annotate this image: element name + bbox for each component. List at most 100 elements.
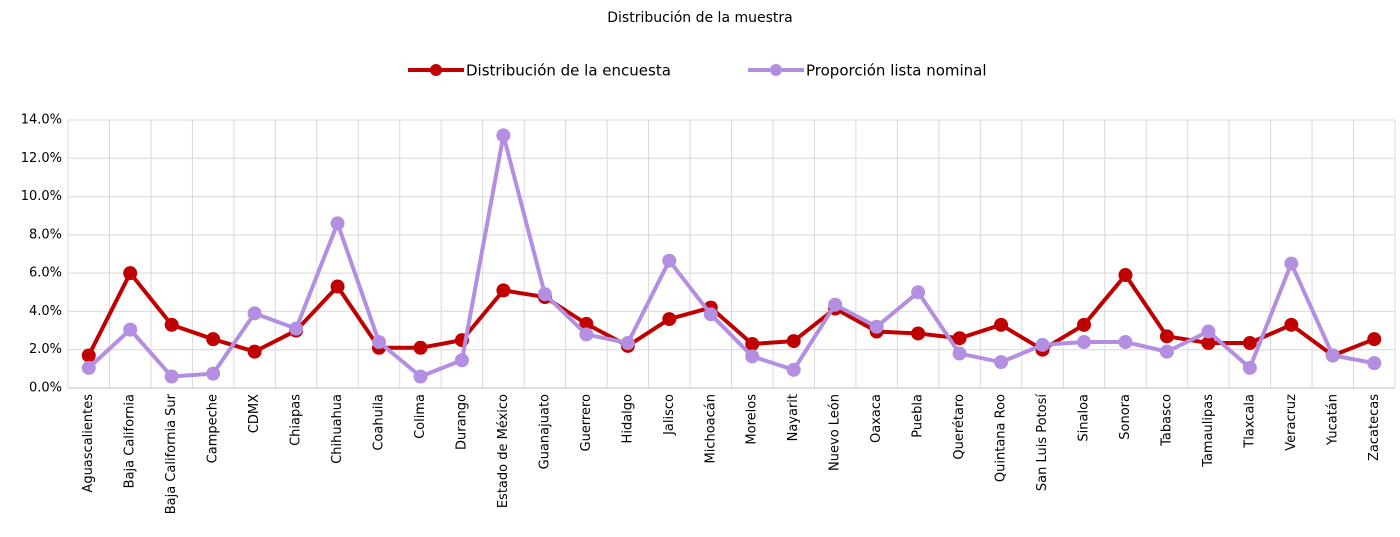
x-tick-label: Chiapas [289, 394, 304, 446]
x-tick-label: Yucatán [1325, 394, 1340, 446]
x-tick-label: Guanajuato [537, 394, 552, 469]
point [454, 353, 469, 368]
x-tick-label: Baja California Sur [164, 393, 179, 514]
series-line [86, 271, 1376, 358]
x-tick-label: Veracruz [1284, 394, 1299, 451]
legend-text: Proporción lista nominal [806, 62, 987, 80]
point [1159, 329, 1174, 344]
point [911, 285, 926, 300]
point [81, 348, 96, 363]
point [1035, 337, 1050, 352]
x-tick-label: Puebla [911, 394, 926, 438]
point [911, 326, 926, 341]
point [330, 216, 345, 231]
point [620, 336, 635, 351]
point [786, 334, 801, 349]
x-tick-label: Coahuila [372, 394, 387, 451]
x-tick-label: San Luis Potosí [1035, 394, 1050, 492]
point [330, 279, 345, 294]
y-tick-label: 6.0% [29, 266, 62, 281]
x-tick-label: CDMX [247, 394, 262, 433]
x-tick-label: Tabasco [1159, 394, 1174, 447]
point [1201, 336, 1216, 351]
x-tick-label: Nuevo León [828, 394, 843, 471]
point [745, 349, 760, 364]
series-line [87, 133, 1375, 379]
x-tick-label: Michoacán [703, 394, 718, 464]
point [247, 306, 262, 321]
x-tick-label: Chihuahua [330, 394, 345, 464]
y-tick-label: 14.0% [21, 113, 62, 128]
legend-text: Distribución de la encuesta [466, 62, 671, 80]
y-tick-label: 0.0% [29, 381, 62, 396]
x-tick-label: Zacatecas [1367, 394, 1382, 461]
point [1118, 268, 1133, 283]
point [1076, 335, 1091, 350]
x-tick-label: Estado de México [496, 394, 511, 508]
point [952, 331, 967, 346]
point [496, 283, 511, 298]
point [289, 321, 304, 336]
y-tick-label: 12.0% [21, 151, 62, 166]
point [869, 319, 884, 334]
x-tick-label: Querétaro [952, 394, 967, 460]
point [1076, 317, 1091, 332]
point [1118, 335, 1133, 350]
point [662, 312, 677, 327]
point [952, 346, 967, 361]
point [537, 287, 552, 302]
y-tick-label: 2.0% [29, 342, 62, 357]
point [413, 369, 428, 384]
point [1242, 336, 1257, 351]
point [579, 327, 594, 342]
point [247, 344, 262, 359]
point [372, 335, 387, 350]
point [123, 266, 138, 281]
point [1201, 324, 1216, 339]
chart-title: Distribución de la muestra [607, 10, 792, 26]
point [496, 128, 511, 143]
point [206, 332, 221, 347]
point [662, 253, 677, 268]
point [745, 336, 760, 351]
x-tick-label: Oaxaca [869, 394, 884, 443]
legend-marker [430, 64, 442, 76]
point [579, 316, 594, 331]
x-tick-label: Tamaulipas [1201, 394, 1216, 468]
point [1242, 360, 1257, 375]
point [1284, 317, 1299, 332]
x-tick-label: Sonora [1118, 394, 1133, 440]
point [994, 317, 1009, 332]
x-tick-label: Jalisco [662, 394, 677, 436]
y-tick-label: 10.0% [21, 189, 62, 204]
point [1325, 348, 1340, 363]
x-tick-label: Baja California [123, 394, 138, 488]
x-tick-label: Aguascalientes [81, 394, 96, 493]
y-tick-label: 4.0% [29, 304, 62, 319]
x-tick-label: Quintana Roo [994, 394, 1009, 482]
point [786, 362, 801, 377]
point [703, 307, 718, 322]
x-tick-label: Guerrero [579, 394, 594, 452]
point [994, 355, 1009, 370]
x-tick-label: Sinaloa [1076, 394, 1091, 442]
point [1159, 344, 1174, 359]
point [206, 366, 221, 381]
x-tick-label: Hidalgo [620, 394, 635, 443]
point [164, 369, 179, 384]
point [413, 340, 428, 355]
point [164, 317, 179, 332]
legend-marker [770, 64, 782, 76]
x-tick-label: Durango [454, 394, 469, 450]
x-tick-label: Nayarit [786, 394, 801, 441]
point [81, 360, 96, 375]
x-tick-label: Colima [413, 394, 428, 439]
point [1367, 332, 1382, 347]
x-tick-label: Morelos [745, 394, 760, 445]
point [1284, 256, 1299, 271]
x-tick-label: Tlaxcala [1242, 394, 1257, 449]
point [1367, 356, 1382, 371]
point [123, 322, 138, 337]
y-tick-label: 8.0% [29, 227, 62, 242]
